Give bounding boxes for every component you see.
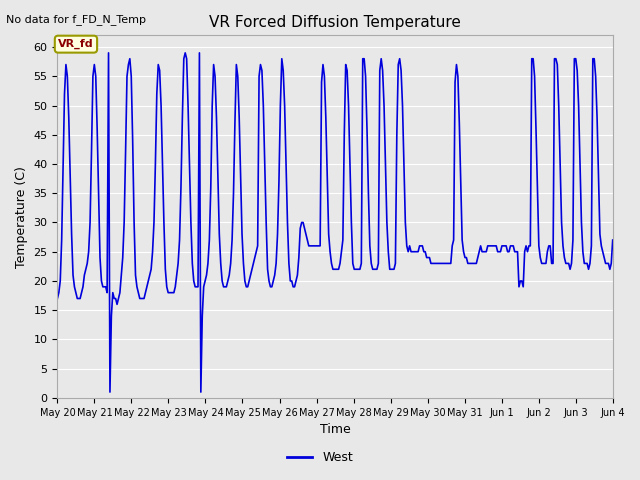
X-axis label: Time: Time bbox=[319, 423, 351, 436]
Title: VR Forced Diffusion Temperature: VR Forced Diffusion Temperature bbox=[209, 15, 461, 30]
Text: VR_fd: VR_fd bbox=[58, 39, 94, 49]
Y-axis label: Temperature (C): Temperature (C) bbox=[15, 166, 28, 267]
Text: No data for f_FD_N_Temp: No data for f_FD_N_Temp bbox=[6, 14, 147, 25]
Legend: West: West bbox=[282, 446, 358, 469]
